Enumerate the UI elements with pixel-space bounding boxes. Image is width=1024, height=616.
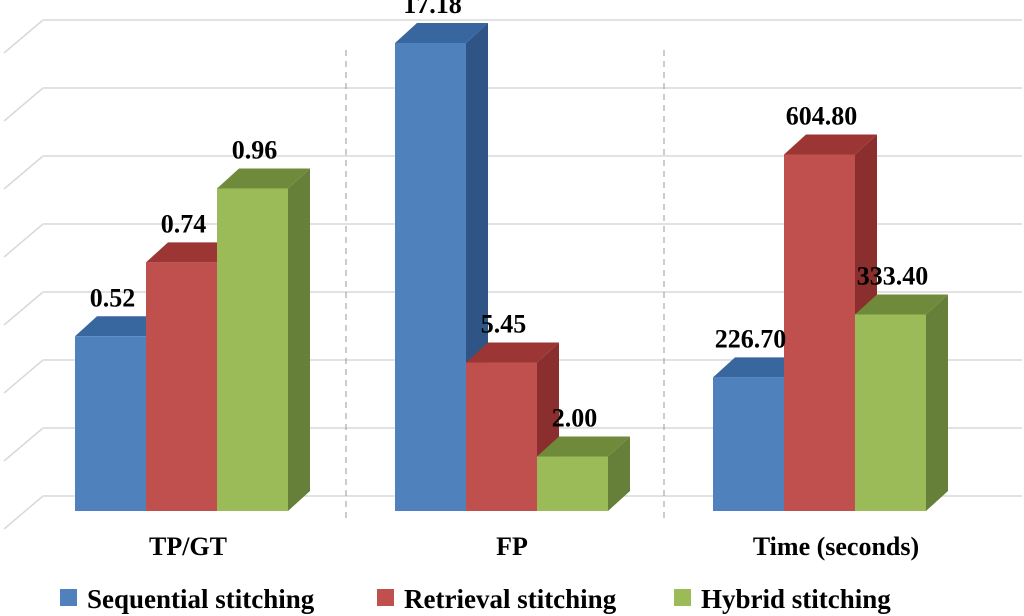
data-label-time-seconds-retrieval-stitching: 604.80 (786, 101, 858, 130)
bar-tp-gt-retrieval-stitching-top (146, 242, 239, 263)
data-label-fp-hybrid-stitching: 2.00 (552, 404, 598, 433)
bar-time-seconds-hybrid-stitching-front (855, 314, 926, 511)
bar-fp-hybrid-stitching-top (537, 436, 630, 457)
bar-tp-gt-retrieval-stitching-front (146, 262, 217, 511)
gridline-diagonal (3, 155, 44, 190)
bar-time-seconds-sequential-stitching-front (713, 377, 784, 511)
category-labels: TP/GT FP Time (seconds) (149, 532, 919, 561)
bars (75, 22, 948, 512)
category-label-fp: FP (496, 532, 528, 561)
data-label-fp-retrieval-stitching: 5.45 (481, 310, 527, 339)
data-label-tp-gt-sequential-stitching: 0.52 (90, 283, 136, 312)
bar-time-seconds-retrieval-stitching-front (784, 154, 855, 511)
legend-label: Retrieval stitching (404, 584, 617, 614)
bar-tp-gt-hybrid-stitching (217, 168, 310, 511)
legend-swatch (60, 589, 77, 606)
bar-fp-retrieval-stitching-front (466, 362, 537, 511)
gridline-diagonal (3, 359, 44, 394)
legend-item-sequential-stitching: Sequential stitching (60, 584, 315, 614)
legend-item-hybrid-stitching: Hybrid stitching (674, 584, 891, 614)
bar-tp-gt-sequential-stitching-front (75, 336, 146, 511)
gridline-diagonal (3, 223, 44, 258)
data-label-time-seconds-hybrid-stitching: 333.40 (857, 261, 929, 290)
bar-tp-gt-hybrid-stitching-front (217, 188, 288, 511)
legend-item-retrieval-stitching: Retrieval stitching (377, 584, 617, 614)
legend-swatch (377, 589, 394, 606)
bar-time-seconds-sequential-stitching-top (713, 357, 806, 378)
gridline-diagonal (3, 19, 44, 54)
bar-fp-sequential-stitching-front (395, 42, 466, 511)
category-separators (345, 50, 665, 522)
gridline-diagonal (3, 427, 44, 462)
bar-fp-hybrid-stitching-side (608, 436, 630, 511)
data-label-fp-sequential-stitching: 17.18 (403, 0, 462, 19)
gridline-diagonal (3, 495, 44, 530)
data-label-time-seconds-sequential-stitching: 226.70 (715, 324, 787, 353)
legend: Sequential stitching Retrieval stitching H… (60, 584, 891, 614)
bar-fp-retrieval-stitching-top (466, 342, 559, 363)
data-label-tp-gt-retrieval-stitching: 0.74 (161, 209, 207, 238)
category-label-time-seconds: Time (seconds) (753, 532, 919, 561)
legend-label: Hybrid stitching (701, 584, 891, 614)
bar-fp-sequential-stitching-top (395, 22, 488, 43)
bar-tp-gt-hybrid-stitching-side (288, 168, 310, 511)
legend-swatch (674, 589, 691, 606)
bar-time-seconds-hybrid-stitching-side (926, 294, 948, 511)
data-label-tp-gt-hybrid-stitching: 0.96 (232, 135, 278, 164)
bar-fp-hybrid-stitching-front (537, 456, 608, 511)
bar-tp-gt-sequential-stitching-top (75, 316, 168, 337)
legend-label: Sequential stitching (87, 584, 315, 614)
category-label-tp-gt: TP/GT (149, 532, 227, 561)
bar-time-seconds-hybrid-stitching (855, 294, 948, 511)
bar-time-seconds-hybrid-stitching-top (855, 294, 948, 315)
bar-tp-gt-hybrid-stitching-top (217, 168, 310, 189)
data-labels: 0.52 0.74 0.96 17.18 5.45 2.00 226.70 604.80 333… (90, 0, 929, 433)
gridline-diagonal (3, 87, 44, 122)
bar-time-seconds-retrieval-stitching-top (784, 134, 877, 155)
bar-fp-hybrid-stitching (537, 436, 630, 511)
gridline-diagonal (3, 291, 44, 326)
